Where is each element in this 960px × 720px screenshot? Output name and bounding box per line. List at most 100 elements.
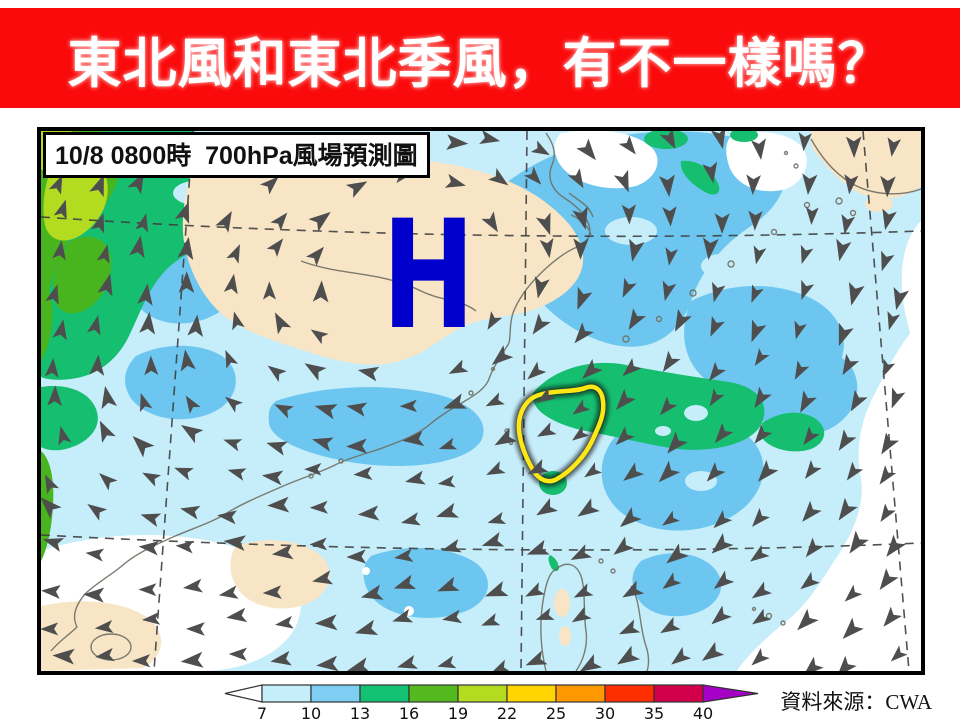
wind-arrow [803, 656, 824, 671]
wind-arrow [218, 585, 239, 599]
wind-arrow [525, 650, 548, 666]
wind-arrow [228, 647, 247, 661]
wind-arrow [138, 583, 157, 597]
wind-arrow [271, 544, 294, 560]
wind-arrow [345, 181, 368, 198]
colorbar-tick-label: 25 [546, 704, 566, 720]
wind-arrow [713, 509, 733, 529]
wind-arrow [227, 468, 247, 481]
wind-arrow [842, 617, 864, 640]
wind-arrow [52, 240, 66, 261]
wind-arrow [47, 385, 62, 406]
wind-arrow [446, 134, 469, 150]
source-caption: 資料來源：CWA [780, 690, 932, 714]
wind-arrow [803, 426, 820, 446]
wind-arrow [182, 578, 203, 593]
wind-arrow [312, 280, 329, 303]
wind-arrow [87, 503, 108, 521]
wind-arrow [443, 393, 468, 409]
wind-arrow [751, 319, 767, 343]
wind-arrow [711, 532, 734, 554]
wind-arrow [346, 438, 368, 454]
wind-arrow [174, 201, 190, 224]
wind-arrow [85, 548, 105, 562]
wind-arrow [259, 176, 279, 195]
wind-arrow [42, 538, 65, 552]
wind-arrow [486, 461, 506, 476]
wind-arrow [262, 281, 277, 300]
wind-arrow [174, 467, 194, 481]
wind-arrow [659, 396, 678, 416]
wind-arrow [437, 655, 457, 669]
wind-arrow [89, 174, 104, 198]
colorbar-legend: 7 10 13 16 19 22 25 30 35 40 [0, 679, 960, 720]
wind-arrow [798, 132, 812, 152]
wind-arrow [573, 583, 594, 598]
meridian-line [153, 131, 194, 671]
pale-hole [605, 217, 657, 245]
wind-arrow [357, 505, 380, 521]
wind-arrow [523, 166, 542, 185]
wind-arrow [485, 392, 505, 407]
colorbar-arrow [702, 684, 759, 703]
wind-arrow [357, 366, 380, 382]
wind-arrow [223, 273, 238, 295]
wind-arrow [137, 283, 153, 306]
wind-arrow [754, 424, 773, 444]
wind-arrow [346, 657, 371, 671]
wind-arrow [437, 576, 460, 592]
wind-arrow [274, 312, 292, 335]
wind-arrow [536, 498, 558, 516]
wind-arrow [48, 175, 63, 195]
wind-arrow [671, 646, 692, 665]
wind-arrow [837, 655, 857, 671]
wind-arrow [131, 654, 151, 668]
wind-arrow [617, 645, 641, 665]
wind-arrow [662, 206, 677, 227]
wind-arrow [882, 358, 896, 378]
wind-arrow [662, 572, 682, 590]
wind-arrow [886, 534, 907, 557]
wind-arrow [399, 399, 418, 413]
wind-arrow [845, 136, 862, 159]
wind-arrow [880, 503, 896, 523]
wind-arrow [491, 345, 514, 365]
wind-arrow [659, 131, 676, 150]
wind-arrow [879, 568, 899, 591]
wind-arrow [800, 571, 820, 590]
wind-arrow [223, 535, 246, 551]
wind-arrow [139, 311, 156, 335]
colorbar-segment [359, 684, 410, 703]
pale-hole [684, 405, 708, 421]
wind-arrow [702, 237, 719, 261]
wind-arrow [536, 422, 557, 437]
meridian-line [862, 131, 910, 671]
wind-arrow [660, 617, 681, 634]
wind-arrow [270, 650, 292, 666]
wind-arrow [846, 461, 864, 481]
wind-arrow [613, 169, 629, 193]
colorbar-segment [604, 684, 655, 703]
wind-arrow [710, 131, 726, 150]
wind-arrow [308, 211, 331, 232]
wind-arrow [310, 329, 329, 345]
wind-arrow [89, 354, 105, 376]
wind-arrow [353, 466, 373, 481]
wind-arrow [752, 608, 771, 625]
wind-arrow [841, 214, 856, 235]
wind-arrow [94, 619, 114, 633]
wind-arrow [494, 427, 518, 446]
wind-arrow [185, 395, 201, 414]
wind-arrow [527, 458, 549, 475]
wind-arrow [880, 175, 896, 198]
wind-arrow [185, 622, 205, 636]
wind-arrow [52, 648, 75, 665]
wind-arrow [86, 315, 101, 336]
wind-arrow [309, 537, 328, 551]
wind-arrow [437, 475, 456, 488]
wind-arrow [354, 619, 379, 635]
wind-arrow [714, 422, 734, 444]
wind-arrow [881, 432, 900, 455]
wind-arrow [577, 498, 600, 517]
